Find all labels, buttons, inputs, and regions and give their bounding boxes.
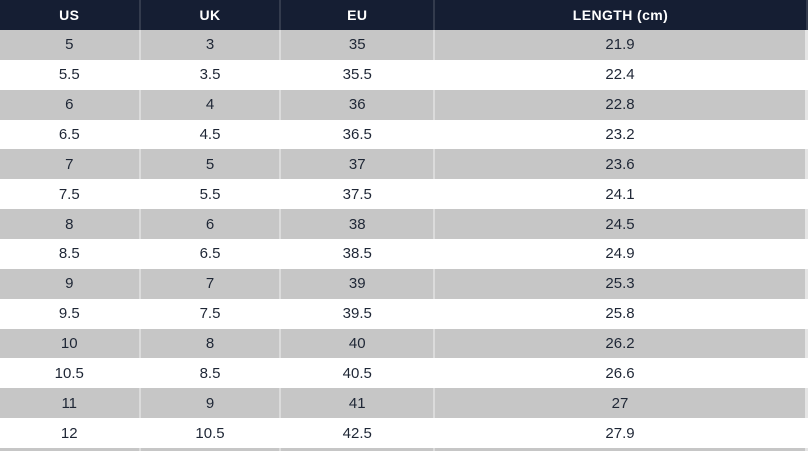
- table-cell-eu: 39.5: [281, 298, 435, 329]
- table-cell-length: [435, 448, 808, 451]
- table-cell-us: 6: [0, 89, 141, 120]
- table-cell-length: 27: [435, 388, 808, 419]
- table-cell-us: 5: [0, 30, 141, 60]
- table-cell-uk: 6.5: [141, 239, 282, 269]
- table-cell-uk: 4.5: [141, 119, 282, 150]
- table-cell-uk: 4: [141, 89, 282, 120]
- table-cell-length: 25.8: [435, 298, 808, 329]
- table-cell-us: [0, 448, 141, 451]
- table-cell-length: 26.6: [435, 358, 808, 389]
- table-cell-length: 24.9: [435, 239, 808, 269]
- table-cell-length: 26.2: [435, 328, 808, 359]
- table-cell-eu: 35: [281, 30, 435, 60]
- table-cell-uk: 10.5: [141, 418, 282, 449]
- table-cell-uk: 3.5: [141, 59, 282, 90]
- table-row: 10.5 8.5 40.5 26.6: [0, 358, 808, 389]
- table-cell-eu: 40: [281, 328, 435, 359]
- table-cell-uk: 9: [141, 388, 282, 419]
- table-cell-uk: [141, 448, 282, 451]
- table-row: 6 4 36 22.8: [0, 89, 808, 120]
- table-cell-us: 7: [0, 149, 141, 180]
- table-cell-eu: 38: [281, 209, 435, 240]
- table-cell-eu: 39: [281, 268, 435, 299]
- table-cell-uk: 7.5: [141, 298, 282, 329]
- table-cell-eu: 40.5: [281, 358, 435, 389]
- column-header-length: LENGTH (cm): [435, 0, 808, 30]
- table-cell-eu: 38.5: [281, 239, 435, 269]
- table-row: 12 10.5 42.5 27.9: [0, 418, 808, 449]
- table-cell-length: 25.3: [435, 268, 808, 299]
- table-cell-eu: 42.5: [281, 418, 435, 449]
- table-cell-us: 6.5: [0, 119, 141, 150]
- table-cell-us: 10: [0, 328, 141, 359]
- table-row: 5.5 3.5 35.5 22.4: [0, 59, 808, 90]
- table-cell-uk: 5.5: [141, 179, 282, 210]
- table-cell-uk: 8: [141, 328, 282, 359]
- table-cell-us: 11: [0, 388, 141, 419]
- table-cell-us: 10.5: [0, 358, 141, 389]
- table-cell-length: 24.1: [435, 179, 808, 210]
- table-cell-length: 22.4: [435, 59, 808, 90]
- table-cell-uk: 3: [141, 30, 282, 60]
- column-header-uk: UK: [141, 0, 282, 30]
- table-row: 7.5 5.5 37.5 24.1: [0, 179, 808, 210]
- table-cell-uk: 6: [141, 209, 282, 240]
- table-cell-us: 5.5: [0, 59, 141, 90]
- table-cell-us: 7.5: [0, 179, 141, 210]
- table-cell-length: 21.9: [435, 30, 808, 60]
- table-cell-length: 23.6: [435, 149, 808, 180]
- table-cell-eu: 37: [281, 149, 435, 180]
- table-row: 7 5 37 23.6: [0, 149, 808, 180]
- table-header-row: US UK EU LENGTH (cm): [0, 0, 808, 30]
- table-cell-eu: 35.5: [281, 59, 435, 90]
- table-cell-us: 8.5: [0, 239, 141, 269]
- table-row: 8 6 38 24.5: [0, 209, 808, 240]
- table-cell-length: 24.5: [435, 209, 808, 240]
- table-row: 9 7 39 25.3: [0, 268, 808, 299]
- table-row: 5 3 35 21.9: [0, 30, 808, 60]
- table-cell-us: 8: [0, 209, 141, 240]
- table-row: 10 8 40 26.2: [0, 328, 808, 359]
- table-cell-us: 12: [0, 418, 141, 449]
- table-cell-us: 9: [0, 268, 141, 299]
- table-cell-uk: 7: [141, 268, 282, 299]
- table-cell-eu: 36: [281, 89, 435, 120]
- table-cell-uk: 5: [141, 149, 282, 180]
- table-row: 9.5 7.5 39.5 25.8: [0, 298, 808, 329]
- column-header-us: US: [0, 0, 141, 30]
- column-header-eu: EU: [281, 0, 435, 30]
- table-row: [0, 448, 808, 451]
- table-cell-length: 27.9: [435, 418, 808, 449]
- table-row: 11 9 41 27: [0, 388, 808, 419]
- table-row: 8.5 6.5 38.5 24.9: [0, 239, 808, 269]
- table-cell-length: 22.8: [435, 89, 808, 120]
- table-cell-eu: 41: [281, 388, 435, 419]
- table-body: 5 3 35 21.9 5.5 3.5 35.5 22.4 6 4 36 22.8 6.5 4.5 36.5…: [0, 30, 808, 451]
- table-cell-uk: 8.5: [141, 358, 282, 389]
- table-cell-eu: 37.5: [281, 179, 435, 210]
- table-cell-eu: 36.5: [281, 119, 435, 150]
- table-cell-length: 23.2: [435, 119, 808, 150]
- table-cell-eu: [281, 448, 435, 451]
- table-cell-us: 9.5: [0, 298, 141, 329]
- table-row: 6.5 4.5 36.5 23.2: [0, 119, 808, 150]
